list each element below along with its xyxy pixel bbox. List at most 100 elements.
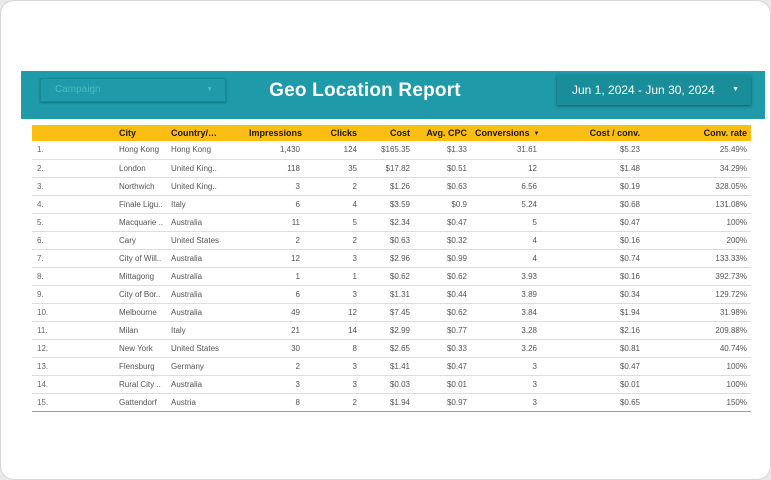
- impressions-cell: 118: [245, 159, 304, 178]
- cost-per-conv-cell: $0.34: [541, 285, 644, 304]
- country-cell: Australia: [167, 267, 245, 286]
- table-row: 14. Rural City .. Australia 3 3 $0.03 $0.01 3 $0…: [32, 375, 751, 394]
- cost-cell: $3.59: [361, 195, 414, 214]
- country-cell: Australia: [167, 303, 245, 322]
- clicks-cell: 2: [304, 231, 361, 250]
- column-header-conv-rate[interactable]: Conv. rate: [703, 128, 747, 138]
- city-cell: City of Bor..: [115, 285, 167, 304]
- column-header-cost-per-conv[interactable]: Cost / conv.: [589, 128, 640, 138]
- cost-per-conv-cell: $0.16: [541, 231, 644, 250]
- avg-cpc-cell: $0.77: [414, 321, 471, 340]
- impressions-cell: 2: [245, 357, 304, 376]
- city-cell: Mittagong: [115, 267, 167, 286]
- city-cell: Flensburg: [115, 357, 167, 376]
- country-cell: Italy: [167, 195, 245, 214]
- cost-cell: $0.63: [361, 231, 414, 250]
- country-cell: Italy: [167, 321, 245, 340]
- column-header-conversions[interactable]: Conversions ▼: [471, 125, 541, 141]
- table-row: 1. Hong Kong Hong Kong 1,430 124 $165.35 $1.33…: [32, 141, 751, 160]
- cost-cell: $1.26: [361, 177, 414, 196]
- conversions-cell: 3.84: [471, 303, 541, 322]
- avg-cpc-cell: $0.9: [414, 195, 471, 214]
- conversions-cell: 6.56: [471, 177, 541, 196]
- chevron-down-icon: ▼: [206, 86, 213, 93]
- clicks-cell: 3: [304, 249, 361, 268]
- date-range-picker[interactable]: Jun 1, 2024 - Jun 30, 2024 ▼: [557, 75, 751, 105]
- cost-per-conv-cell: $5.23: [541, 141, 644, 160]
- cost-cell: $1.41: [361, 357, 414, 376]
- clicks-cell: 124: [304, 141, 361, 160]
- country-cell: United King..: [167, 159, 245, 178]
- cost-cell: $7.45: [361, 303, 414, 322]
- cost-per-conv-cell: $0.19: [541, 177, 644, 196]
- country-cell: United States: [167, 339, 245, 358]
- cost-cell: $2.65: [361, 339, 414, 358]
- row-index: 6.: [32, 231, 115, 250]
- impressions-cell: 1: [245, 267, 304, 286]
- row-index: 12.: [32, 339, 115, 358]
- table-row: 13. Flensburg Germany 2 3 $1.41 $0.47 3 $0.47 100…: [32, 357, 751, 376]
- city-cell: Cary: [115, 231, 167, 250]
- impressions-cell: 1,430: [245, 141, 304, 160]
- conv-rate-cell: 100%: [644, 357, 751, 376]
- clicks-cell: 12: [304, 303, 361, 322]
- clicks-cell: 5: [304, 213, 361, 232]
- row-index: 1.: [32, 141, 115, 160]
- column-header-index: [32, 125, 115, 141]
- impressions-cell: 30: [245, 339, 304, 358]
- avg-cpc-cell: $0.44: [414, 285, 471, 304]
- column-header-clicks[interactable]: Clicks: [330, 128, 357, 138]
- row-index: 3.: [32, 177, 115, 196]
- country-cell: Australia: [167, 249, 245, 268]
- conv-rate-cell: 40.74%: [644, 339, 751, 358]
- clicks-cell: 3: [304, 375, 361, 394]
- impressions-cell: 6: [245, 195, 304, 214]
- conv-rate-cell: 34.29%: [644, 159, 751, 178]
- conv-rate-cell: 129.72%: [644, 285, 751, 304]
- conv-rate-cell: 200%: [644, 231, 751, 250]
- impressions-cell: 3: [245, 375, 304, 394]
- column-header-impressions[interactable]: Impressions: [249, 128, 303, 138]
- row-index: 11.: [32, 321, 115, 340]
- conversions-cell: 5: [471, 213, 541, 232]
- cost-per-conv-cell: $2.16: [541, 321, 644, 340]
- table-row: 12. New York United States 30 8 $2.65 $0.33 3.2…: [32, 339, 751, 358]
- page-title: Geo Location Report: [269, 80, 461, 101]
- conv-rate-cell: 25.49%: [644, 141, 751, 160]
- cost-cell: $2.96: [361, 249, 414, 268]
- conversions-cell: 31.61: [471, 141, 541, 160]
- avg-cpc-cell: $0.51: [414, 159, 471, 178]
- conversions-header-label: Conversions: [475, 128, 530, 138]
- clicks-cell: 2: [304, 393, 361, 412]
- cost-per-conv-cell: $0.01: [541, 375, 644, 394]
- row-index: 7.: [32, 249, 115, 268]
- conversions-cell: 3.28: [471, 321, 541, 340]
- caret-down-icon: ▼: [732, 86, 739, 93]
- conv-rate-cell: 131.08%: [644, 195, 751, 214]
- cost-cell: $0.03: [361, 375, 414, 394]
- city-cell: Macquarie ..: [115, 213, 167, 232]
- column-header-city[interactable]: City: [119, 128, 137, 138]
- column-header-cost[interactable]: Cost: [390, 128, 410, 138]
- impressions-cell: 3: [245, 177, 304, 196]
- country-cell: Australia: [167, 375, 245, 394]
- campaign-dropdown[interactable]: Campaign ▼: [40, 78, 226, 102]
- conv-rate-cell: 31.98%: [644, 303, 751, 322]
- conv-rate-cell: 209.88%: [644, 321, 751, 340]
- impressions-cell: 6: [245, 285, 304, 304]
- conversions-cell: 3.93: [471, 267, 541, 286]
- avg-cpc-cell: $0.33: [414, 339, 471, 358]
- clicks-cell: 3: [304, 285, 361, 304]
- cost-per-conv-cell: $0.16: [541, 267, 644, 286]
- column-header-country[interactable]: Country/…: [171, 128, 217, 138]
- campaign-dropdown-label: Campaign: [55, 84, 101, 95]
- row-index: 2.: [32, 159, 115, 178]
- row-index: 9.: [32, 285, 115, 304]
- clicks-cell: 4: [304, 195, 361, 214]
- conv-rate-cell: 100%: [644, 213, 751, 232]
- avg-cpc-cell: $0.62: [414, 303, 471, 322]
- cost-per-conv-cell: $0.68: [541, 195, 644, 214]
- column-header-avg-cpc[interactable]: Avg. CPC: [426, 128, 467, 138]
- impressions-cell: 11: [245, 213, 304, 232]
